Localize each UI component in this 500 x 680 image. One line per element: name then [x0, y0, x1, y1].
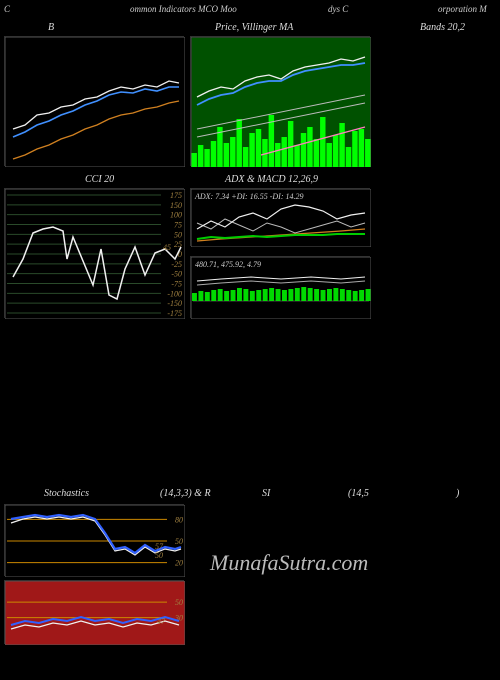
svg-text:-175: -175 [167, 309, 182, 318]
watermark: MunafaSutra.com [210, 550, 368, 576]
adx-chart: ADX: 7.34 +DI: 16.55 -DI: 14.29 [191, 189, 371, 247]
svg-text:-150: -150 [167, 299, 182, 308]
adx-panel: ADX: 7.34 +DI: 16.55 -DI: 14.29 [190, 188, 370, 246]
stoch-chart: 8050205750 [5, 505, 185, 577]
svg-text:50: 50 [175, 537, 183, 546]
hdr-r1: dys C [328, 4, 348, 14]
cci-panel: 1751501007550250-25-50-75-100-150-17545 [4, 188, 184, 318]
title-cci: CCI 20 [85, 174, 114, 185]
macd-chart: 480.71, 475.92, 4.79 [191, 257, 371, 319]
bb-panel [4, 36, 184, 166]
title-bands: Bands 20,2 [420, 22, 465, 33]
svg-text:20: 20 [175, 559, 183, 568]
hdr-mid: ommon Indicators MCO Moo [130, 4, 237, 14]
svg-text:480.71, 475.92, 4.79: 480.71, 475.92, 4.79 [195, 260, 261, 269]
rsi-chart: 503047 [5, 581, 185, 645]
svg-text:50: 50 [174, 230, 182, 239]
title-adx: ADX & MACD 12,26,9 [225, 174, 318, 185]
svg-text:47: 47 [157, 617, 166, 626]
bb-chart [5, 37, 185, 167]
svg-text:57: 57 [155, 542, 164, 551]
macd-panel: 480.71, 475.92, 4.79 [190, 256, 370, 318]
price-chart [191, 37, 371, 167]
svg-text:75: 75 [174, 221, 182, 230]
svg-text:45: 45 [163, 243, 171, 252]
title-stoch-right: (14,5 [348, 488, 369, 499]
hdr-r2: orporation M [438, 4, 487, 14]
svg-text:100: 100 [170, 211, 182, 220]
title-stoch: Stochastics [44, 488, 89, 499]
svg-text:-75: -75 [171, 280, 182, 289]
svg-text:-25: -25 [171, 260, 182, 269]
rsi-panel: 503047 [4, 580, 184, 644]
title-si: SI [262, 488, 270, 499]
stoch-panel: 8050205750 [4, 504, 184, 576]
title-stoch-paren: ) [456, 488, 459, 499]
title-stoch-mid: (14,3,3) & R [160, 488, 211, 499]
svg-text:-50: -50 [171, 270, 182, 279]
svg-text:80: 80 [175, 515, 183, 524]
cci-chart: 1751501007550250-25-50-75-100-150-17545 [5, 189, 185, 319]
svg-text:-100: -100 [167, 289, 182, 298]
svg-text:50: 50 [155, 551, 163, 560]
price-panel [190, 36, 370, 166]
svg-text:ADX: 7.34 +DI: 16.55 -DI: 1: ADX: 7.34 +DI: 16.55 -DI: 14.29 [194, 192, 304, 201]
svg-text:175: 175 [170, 191, 182, 200]
svg-text:150: 150 [170, 201, 182, 210]
hdr-left: C [4, 4, 10, 14]
title-price: Price, Villinger MA [215, 22, 293, 33]
svg-text:50: 50 [175, 598, 183, 607]
title-bb: B [48, 22, 54, 33]
